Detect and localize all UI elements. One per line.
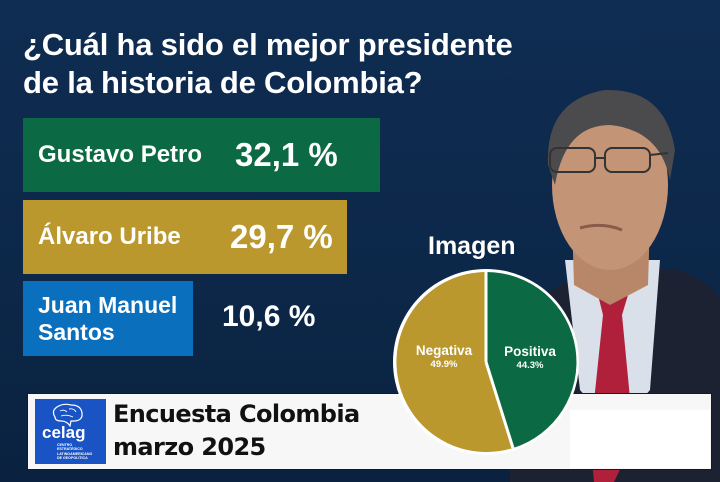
image-pie-chart <box>393 269 579 455</box>
slice-label: Positiva <box>504 344 556 359</box>
logo-subtitle: CENTRO ESTRATÉGICO LATINOAMERICANO DE GE… <box>57 443 92 460</box>
bar-label: Álvaro Uribe <box>38 223 181 250</box>
bar-label-line-2: Santos <box>38 318 115 345</box>
bar-label: Gustavo Petro <box>38 141 203 168</box>
celag-logo: celag CENTRO ESTRATÉGICO LATINOAMERICANO… <box>35 399 106 464</box>
slice-value: 49.9% <box>430 359 458 370</box>
bar-label-line-1: Juan Manuel <box>38 291 178 318</box>
pie-label-negativa: Negativa 49.9% <box>408 343 480 370</box>
page-title: ¿Cuál ha sido el mejor presidente de la … <box>23 26 513 102</box>
pie-slice-positiva <box>486 271 577 448</box>
title-line-2: de la historia de Colombia? <box>23 65 423 100</box>
bar-gustavo-petro: Gustavo Petro 32,1 % <box>23 118 380 192</box>
bar-value-santos: 10,6 % <box>222 300 316 333</box>
slice-value: 44.3% <box>516 360 544 371</box>
bar-label: Juan Manuel Santos <box>23 292 177 346</box>
bar-juan-manuel-santos: Juan Manuel Santos <box>23 281 193 356</box>
logo-sub-line: DE GEOPOLÍTICA <box>57 455 88 460</box>
bar-value: 32,1 % <box>235 136 338 173</box>
survey-caption: Encuesta Colombia marzo 2025 <box>113 398 360 464</box>
brain-icon <box>52 403 83 427</box>
bar-alvaro-uribe: Álvaro Uribe 29,7 % <box>23 200 347 274</box>
slice-label: Negativa <box>415 343 473 358</box>
title-line-1: ¿Cuál ha sido el mejor presidente <box>23 27 513 62</box>
bar-value: 29,7 % <box>230 218 333 255</box>
logo-sub-line: ESTRATÉGICO <box>57 447 83 452</box>
logo-brand: celag <box>42 423 86 442</box>
pie-slice-negativa <box>396 272 513 452</box>
blank-panel <box>570 410 710 468</box>
pie-title: Imagen <box>428 232 516 260</box>
logo-sub-line: LATINOAMERICANO <box>57 451 93 456</box>
logo-sub-line: CENTRO <box>57 443 73 447</box>
survey-date: marzo 2025 <box>113 433 266 461</box>
pie-label-positiva: Positiva 44.3% <box>497 344 563 371</box>
survey-title: Encuesta Colombia <box>113 400 360 428</box>
